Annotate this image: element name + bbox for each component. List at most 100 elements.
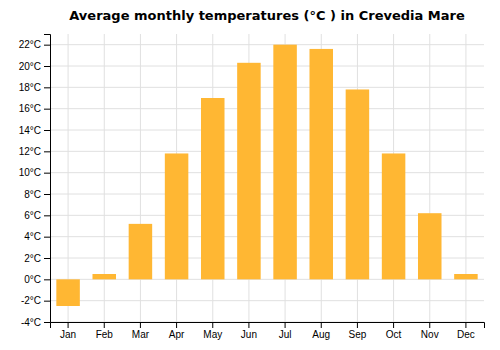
- y-tick: 8°C: [24, 189, 50, 200]
- x-tick-label: Feb: [96, 329, 114, 340]
- y-tick: 4°C: [24, 231, 50, 242]
- x-tick-label: Nov: [421, 329, 439, 340]
- x-tick-label: Dec: [457, 329, 475, 340]
- y-tick: 6°C: [24, 210, 50, 221]
- x-tick: Nov: [421, 322, 439, 340]
- x-tick-mark: [429, 322, 430, 328]
- bar: [418, 213, 442, 279]
- bar: [382, 153, 406, 279]
- y-tick-mark: [44, 237, 50, 238]
- bar: [56, 279, 80, 306]
- y-tick-mark: [44, 66, 50, 67]
- y-grid-line: [50, 108, 484, 109]
- y-axis: -4°C -2°C 0°C 2°C 4°C 6°C 8°C 10°C 12°C 14°C 16°C 1…: [19, 35, 51, 328]
- y-grid-line: [50, 300, 484, 301]
- x-tick: Aug: [312, 322, 330, 340]
- y-tick: 2°C: [24, 253, 50, 264]
- y-axis-line: [44, 35, 51, 323]
- x-tick-mark: [104, 322, 105, 328]
- x-tick: Jan: [60, 322, 76, 340]
- x-tick-mark: [285, 322, 286, 328]
- y-grid-line: [50, 151, 484, 152]
- x-tick: Oct: [386, 322, 402, 340]
- bar: [165, 153, 189, 279]
- x-tick: Apr: [169, 322, 185, 340]
- title: Average monthly temperatures (°C ) in Cr…: [69, 8, 465, 23]
- y-tick-label: 0°C: [24, 274, 41, 285]
- y-tick-mark: [44, 215, 50, 216]
- y-tick-mark: [44, 173, 50, 174]
- y-tick-label: 16°C: [19, 103, 41, 114]
- y-tick-mark: [44, 109, 50, 110]
- bar: [129, 224, 153, 279]
- y-tick: 12°C: [19, 146, 50, 157]
- x-tick-label: Jul: [279, 329, 292, 340]
- bar: [309, 49, 333, 279]
- y-tick-mark: [44, 258, 50, 259]
- x-tick-label: Mar: [132, 329, 150, 340]
- y-grid-line: [50, 87, 484, 88]
- x-tick: Dec: [457, 322, 475, 340]
- bar: [346, 89, 370, 279]
- x-tick: May: [203, 322, 222, 340]
- x-tick-mark: [68, 322, 69, 328]
- bar: [237, 63, 261, 280]
- x-axis: Jan Feb Mar Apr May Jun Jul Aug Sep Oct Nov Dec: [51, 322, 485, 340]
- y-tick-label: 2°C: [24, 253, 41, 264]
- y-tick: 18°C: [19, 82, 50, 93]
- x-tick-label: Jan: [60, 329, 76, 340]
- y-tick-mark: [44, 151, 50, 152]
- plot: Jan Feb Mar Apr May Jun Jul Aug Sep Oct Nov Dec -4°C…: [19, 34, 485, 340]
- y-tick: 0°C: [24, 274, 50, 285]
- y-tick: -2°C: [21, 295, 50, 306]
- x-tick-label: Aug: [312, 329, 330, 340]
- y-grid-line: [50, 172, 484, 173]
- x-tick-label: Oct: [386, 329, 402, 340]
- y-tick: -4°C: [21, 317, 50, 328]
- y-tick-label: 12°C: [19, 146, 41, 157]
- y-tick-label: 20°C: [19, 61, 41, 72]
- x-tick: Jul: [279, 322, 292, 340]
- bars: [56, 45, 477, 306]
- x-tick: Mar: [132, 322, 150, 340]
- y-grid-line: [50, 66, 484, 67]
- y-tick-mark: [44, 45, 50, 46]
- y-tick: 10°C: [19, 167, 50, 178]
- x-tick-label: May: [203, 329, 222, 340]
- y-tick-label: 22°C: [19, 39, 41, 50]
- y-tick-mark: [44, 130, 50, 131]
- y-tick-mark: [44, 301, 50, 302]
- y-tick-label: 4°C: [24, 231, 41, 242]
- x-tick-label: Jun: [241, 329, 257, 340]
- grid: [50, 34, 484, 322]
- y-tick: 16°C: [19, 103, 50, 114]
- x-tick-mark: [176, 322, 177, 328]
- y-tick-label: 14°C: [19, 125, 41, 136]
- y-tick: 20°C: [19, 61, 50, 72]
- bar: [201, 98, 225, 279]
- x-tick: Feb: [96, 322, 114, 340]
- x-tick-label: Sep: [349, 329, 367, 340]
- bar: [92, 274, 116, 279]
- x-tick-mark: [212, 322, 213, 328]
- x-tick-mark: [357, 322, 358, 328]
- y-tick: 14°C: [19, 125, 50, 136]
- chart: Jan Feb Mar Apr May Jun Jul Aug Sep Oct Nov Dec -4°C…: [0, 0, 500, 350]
- y-tick-label: 8°C: [24, 189, 41, 200]
- y-tick-mark: [44, 87, 50, 88]
- x-axis-line: [51, 323, 485, 329]
- y-grid-line: [50, 194, 484, 195]
- y-tick-mark: [44, 194, 50, 195]
- y-tick-label: 6°C: [24, 210, 41, 221]
- x-tick-mark: [248, 322, 249, 328]
- y-tick-mark: [44, 322, 50, 323]
- y-tick-label: -4°C: [21, 317, 41, 328]
- x-tick-mark: [140, 322, 141, 328]
- x-tick: Jun: [241, 322, 257, 340]
- y-tick-label: 18°C: [19, 82, 41, 93]
- y-tick: 22°C: [19, 39, 50, 50]
- y-tick-label: 10°C: [19, 167, 41, 178]
- y-grid-line: [50, 44, 484, 45]
- x-tick-mark: [393, 322, 394, 328]
- x-tick-mark: [321, 322, 322, 328]
